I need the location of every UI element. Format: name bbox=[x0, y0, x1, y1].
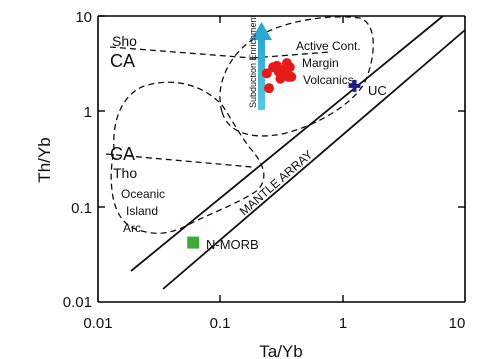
y-axis-title: Th/Yb bbox=[35, 137, 54, 182]
mantle-array-label: MANTLE ARRAY bbox=[237, 147, 315, 218]
n-morb-data-point bbox=[187, 236, 200, 249]
acm-data-point bbox=[275, 73, 286, 84]
margin-label: Margin bbox=[302, 56, 339, 70]
x-tick-label: 0.01 bbox=[83, 315, 112, 332]
arc-label: Arc bbox=[123, 221, 141, 235]
x-tick-labels: 0.01 0.1 1 10 bbox=[83, 315, 465, 332]
x-tick-label: 1 bbox=[339, 315, 347, 332]
acm-data-point bbox=[283, 71, 294, 82]
acm-data-point bbox=[271, 60, 282, 71]
data-points bbox=[187, 58, 361, 249]
tho-label: Tho bbox=[113, 165, 137, 181]
mantle-array-upper-line bbox=[130, 15, 444, 272]
acm-data-point bbox=[261, 68, 272, 79]
subduction-arrow: Subduction Enrichment bbox=[248, 14, 272, 110]
acm-data-point bbox=[264, 83, 275, 94]
volcanics-label: Volcanics bbox=[303, 73, 354, 87]
uc-label: UC bbox=[368, 83, 387, 98]
x-axis-title: Ta/Yb bbox=[259, 342, 302, 359]
island-label: Island bbox=[126, 204, 158, 218]
y-tick-label: 10 bbox=[75, 9, 92, 26]
uc-data-point bbox=[348, 79, 361, 92]
ca-upper-label: CA bbox=[110, 51, 135, 71]
acm-data-point bbox=[280, 63, 291, 74]
active-cont-label: Active Cont. bbox=[296, 39, 361, 53]
y-tick-label: 0.01 bbox=[63, 294, 92, 311]
y-tick-labels: 10 1 0.1 0.01 bbox=[63, 9, 92, 311]
sho-label: Sho bbox=[112, 33, 137, 49]
x-tick-label: 0.1 bbox=[210, 315, 231, 332]
y-tick-label: 1 bbox=[84, 104, 92, 121]
subduction-label: Subduction Enrichment bbox=[248, 14, 258, 108]
mantle-array-lower-line bbox=[162, 29, 466, 290]
ca-tho-divider bbox=[105, 153, 253, 168]
oceanic-label: Oceanic bbox=[121, 187, 165, 201]
ca-lower-label: CA bbox=[110, 144, 135, 164]
arrow-shaft bbox=[258, 38, 265, 110]
n-morb-label: N-MORB bbox=[206, 237, 259, 252]
x-tick-label: 10 bbox=[449, 315, 466, 332]
tick-marks bbox=[98, 15, 465, 302]
plot-frame bbox=[97, 15, 466, 303]
y-tick-label: 0.1 bbox=[71, 200, 92, 217]
oceanic-island-arc-field-outline bbox=[110, 81, 265, 234]
field-labels: Sho CA CA Tho Oceanic Island Arc Active … bbox=[110, 33, 387, 252]
sho-ca-divider bbox=[109, 46, 253, 59]
active-margin-field-outline bbox=[219, 16, 374, 137]
arrow-head bbox=[251, 22, 272, 40]
